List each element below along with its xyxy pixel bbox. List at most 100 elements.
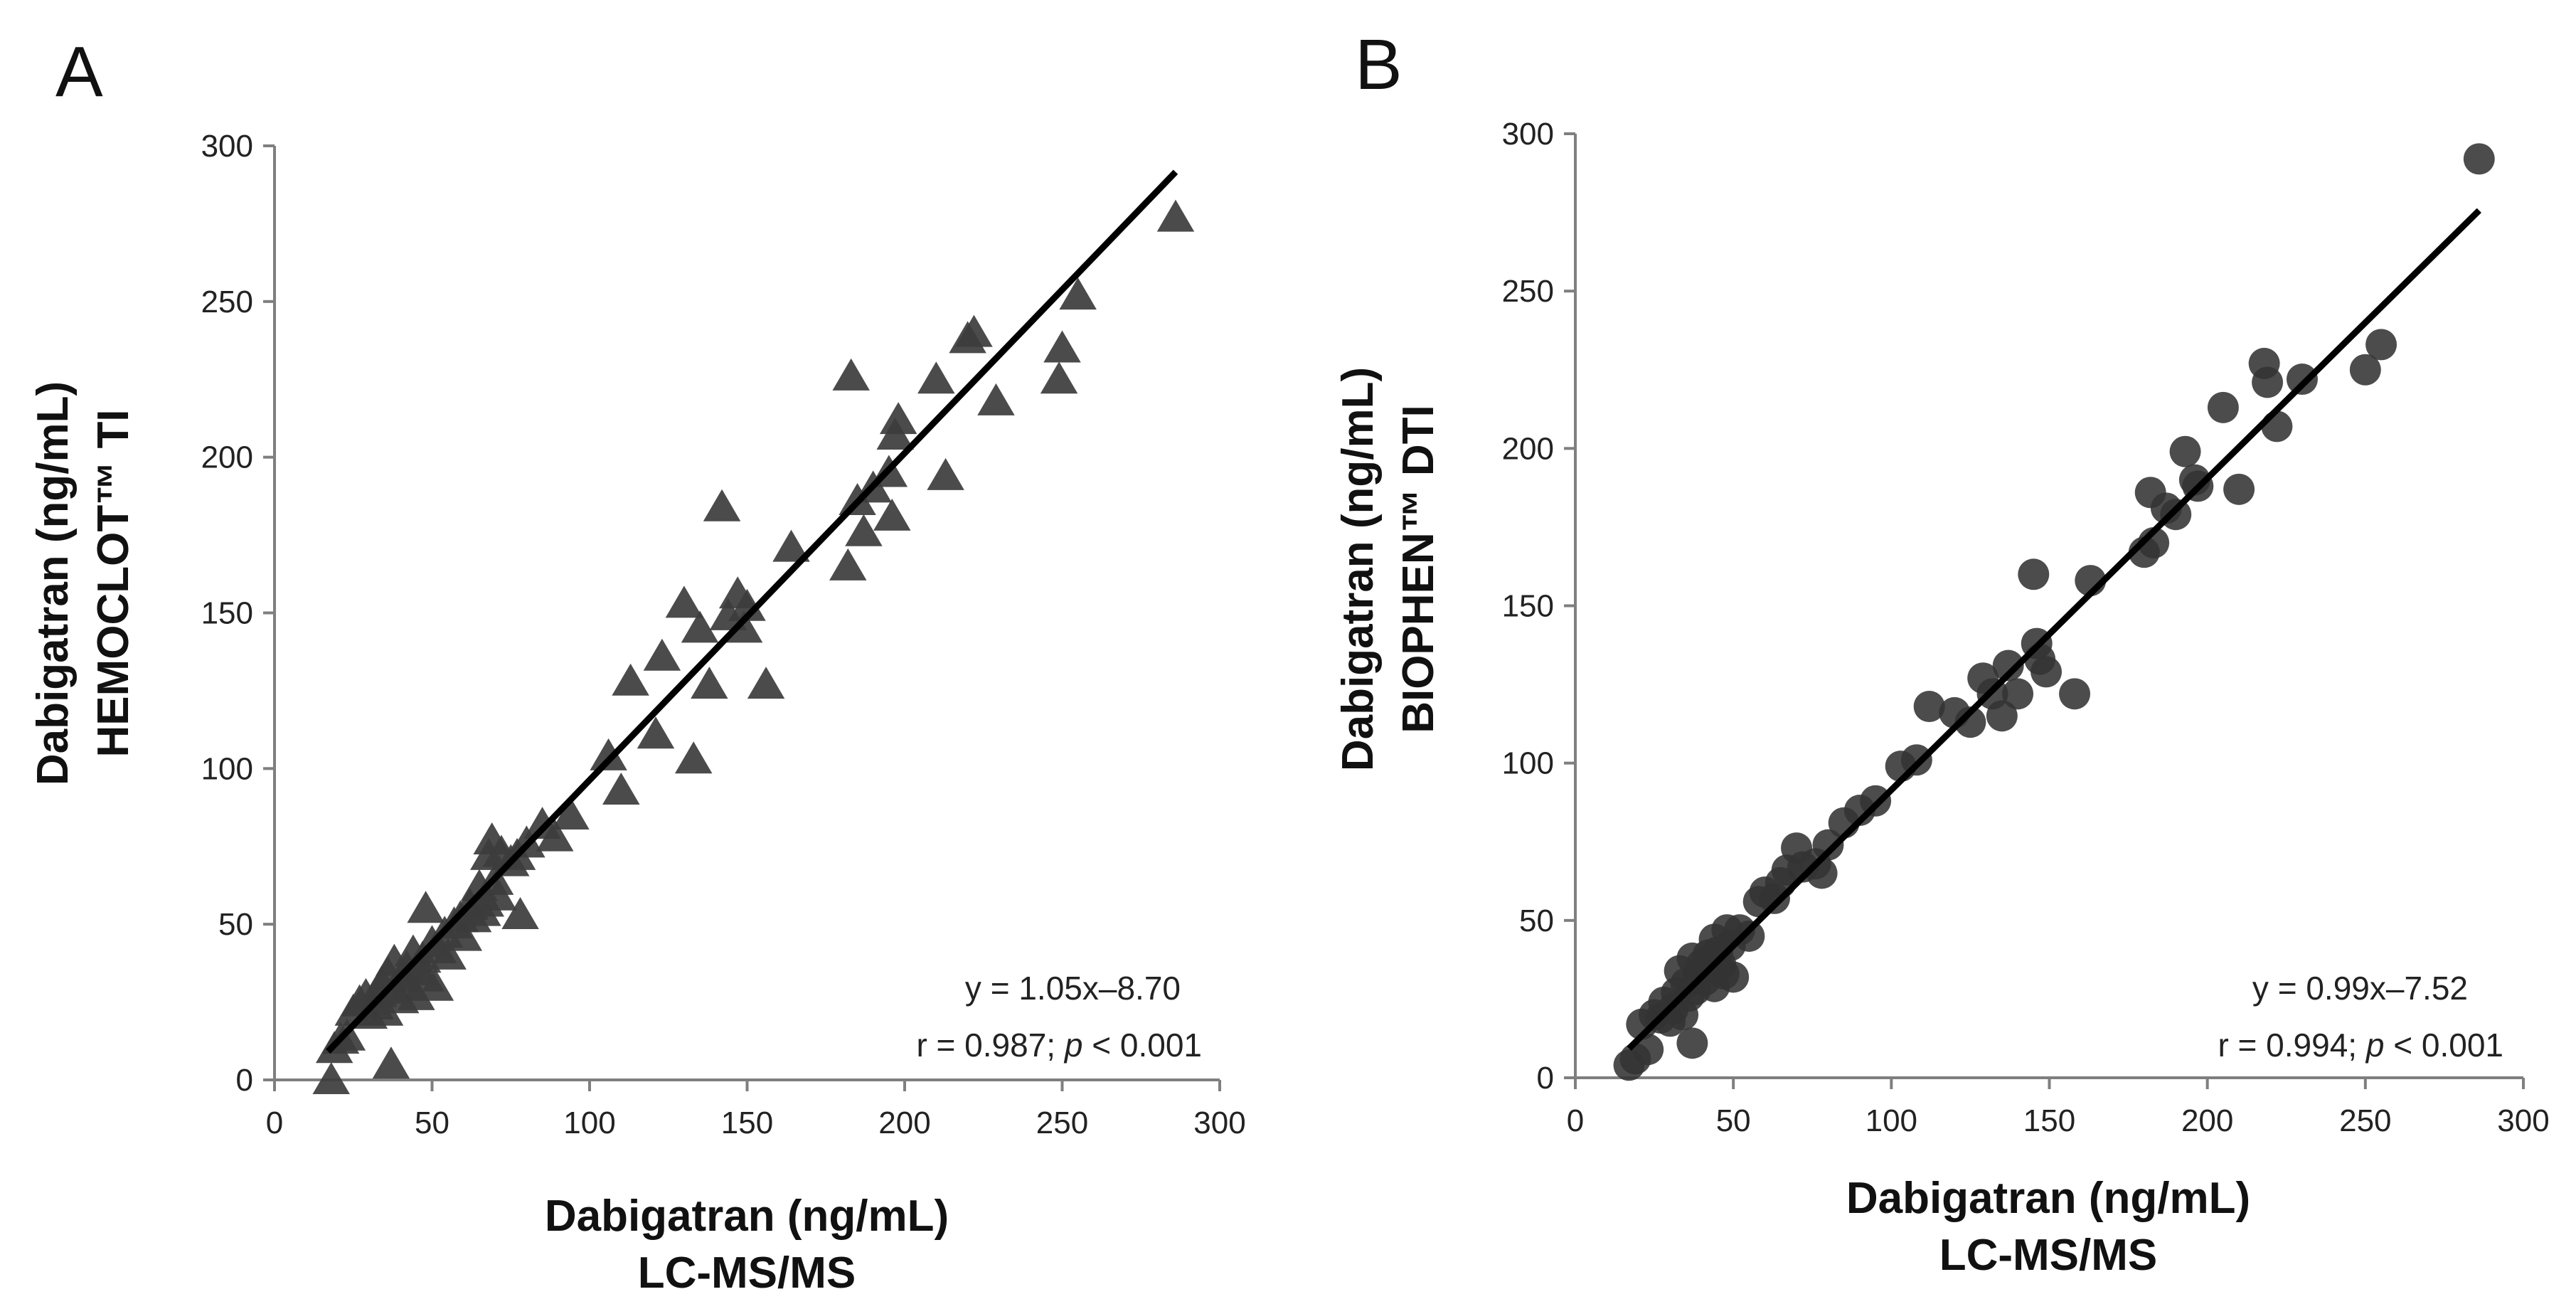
panel-a-x-tick-label: 100 [563, 1106, 615, 1140]
panel-a-y-title-line2: HEMOCLOT™ TI [89, 409, 138, 757]
panel-b-stats-r: r = 0.994; [2218, 1027, 2365, 1064]
panel-a-point [479, 878, 517, 911]
panel-b-ticks: 0 50 100 150 200 250 300 0 50 100 150 200 250 300 [1502, 117, 2550, 1138]
panel-b-point [2031, 656, 2063, 688]
panel-b-point [1718, 961, 1750, 993]
panel-a-point [1059, 277, 1097, 310]
panel-a-stats-r: r = 0.987; [916, 1027, 1064, 1064]
panel-b-points [1613, 143, 2495, 1081]
panel-b-x-tick-label: 0 [1567, 1103, 1584, 1138]
panel-b-y-tick-label: 200 [1502, 431, 1554, 466]
panel-a-point [691, 667, 728, 699]
panel-b-point [1860, 785, 1892, 817]
panel-a-point [643, 638, 681, 671]
panel-a: A 0 50 100 150 200 250 300 0 50 100 150 200 250 300 D… [28, 32, 1246, 1298]
panel-a-fit-line [326, 169, 1178, 1054]
panel-a-point [681, 610, 719, 643]
panel-b: B 0 50 100 150 200 250 300 0 50 100 150 200 250 300 D… [1334, 25, 2550, 1280]
panel-b-point [1676, 1027, 1708, 1059]
panel-a-point [728, 588, 766, 621]
panel-b-point [2018, 558, 2050, 590]
panel-a-stats-p: p [1063, 1027, 1083, 1064]
panel-a-point [445, 918, 483, 951]
panel-b-point [1733, 920, 1765, 952]
panel-a-point [416, 968, 454, 1001]
panel-b-fit [1627, 208, 2481, 1051]
panel-b-point [2365, 329, 2397, 361]
panel-b-point [2286, 364, 2318, 396]
panel-a-point [845, 514, 883, 546]
panel-a-y-tick-label: 0 [236, 1063, 253, 1098]
panel-a-point [772, 529, 810, 562]
panel-a-point [917, 361, 955, 394]
panel-a-point [927, 457, 964, 490]
panel-b-y-tick-label: 150 [1502, 589, 1554, 624]
panel-b-stats-pval: < 0.001 [2384, 1027, 2503, 1064]
panel-a-x-tick-label: 200 [878, 1106, 930, 1140]
panel-a-point [725, 610, 763, 643]
panel-a-stats: r = 0.987; p < 0.001 [916, 1027, 1202, 1064]
panel-a-y-tick-label: 200 [201, 440, 253, 475]
panel-a-x-tick-label: 0 [266, 1106, 283, 1140]
panel-b-point [2349, 354, 2381, 386]
panel-a-y-tick-label: 100 [201, 751, 253, 786]
panel-b-point [2169, 435, 2201, 467]
panel-b-stats-p: p [2365, 1027, 2385, 1064]
panel-a-point [501, 897, 539, 930]
panel-b-point [2463, 143, 2495, 175]
panel-a-point [590, 738, 627, 770]
panel-b-y-title-line2: BIOPHEN™ DTI [1394, 405, 1443, 733]
panel-a-point [536, 819, 574, 852]
panel-b-point [1900, 744, 1932, 776]
panel-a-x-title-line2: LC-MS/MS [638, 1249, 856, 1298]
panel-a-point [1156, 199, 1195, 232]
panel-a-point [879, 402, 917, 435]
panel-b-x-title-line1: Dabigatran (ng/mL) [1846, 1174, 2250, 1223]
panel-b-point [1986, 700, 2018, 732]
panel-b-x-tick-label: 250 [2339, 1103, 2391, 1138]
panel-b-x-tick-label: 300 [2497, 1103, 2549, 1138]
panel-b-letter: B [1355, 25, 1403, 105]
panel-a-point [832, 358, 870, 391]
panel-b-y-tick-label: 0 [1537, 1061, 1554, 1096]
panel-a-point [665, 585, 703, 618]
panel-a-point [552, 797, 590, 829]
panel-b-fit-line [1627, 208, 2481, 1051]
panel-a-point [637, 716, 675, 749]
panel-a-point [312, 1062, 350, 1094]
panel-b-y-tick-label: 100 [1502, 746, 1554, 781]
panel-b-point [2002, 678, 2034, 710]
panel-b-point [2261, 410, 2293, 442]
panel-b-point [2160, 499, 2192, 531]
panel-a-points [312, 199, 1195, 1094]
panel-b-point [2252, 366, 2284, 398]
panel-b-y-tick-label: 300 [1502, 117, 1554, 152]
panel-a-point [873, 498, 911, 531]
panel-a-x-tick-label: 50 [415, 1106, 449, 1140]
panel-a-point [602, 772, 640, 805]
panel-a-point [429, 937, 467, 970]
panel-b-point [2223, 473, 2255, 505]
panel-b-x-tick-label: 150 [2023, 1103, 2075, 1138]
panel-b-point [2059, 678, 2091, 710]
panel-a-x-title-line1: Dabigatran (ng/mL) [545, 1192, 949, 1241]
panel-b-x-title-line2: LC-MS/MS [1939, 1231, 2158, 1280]
panel-a-point [1040, 361, 1078, 394]
panel-a-point [674, 741, 713, 774]
panel-a-point [747, 667, 785, 699]
panel-b-x-tick-label: 100 [1866, 1103, 1917, 1138]
panel-a-letter: A [55, 32, 103, 112]
panel-a-x-tick-label: 250 [1036, 1106, 1088, 1140]
panel-b-stats: r = 0.994; p < 0.001 [2218, 1027, 2503, 1064]
panel-b-point [2207, 391, 2239, 423]
panel-a-y-tick-label: 50 [218, 907, 253, 942]
panel-a-y-title-line1: Dabigatran (ng/mL) [28, 381, 78, 785]
panel-b-point [1812, 829, 1844, 861]
panel-b-y-tick-label: 250 [1502, 274, 1554, 309]
panel-a-stats-pval: < 0.001 [1082, 1027, 1202, 1064]
panel-a-point [829, 548, 867, 581]
panel-b-x-tick-label: 50 [1716, 1103, 1751, 1138]
panel-a-point [398, 977, 435, 1010]
panel-a-fit [326, 169, 1178, 1054]
